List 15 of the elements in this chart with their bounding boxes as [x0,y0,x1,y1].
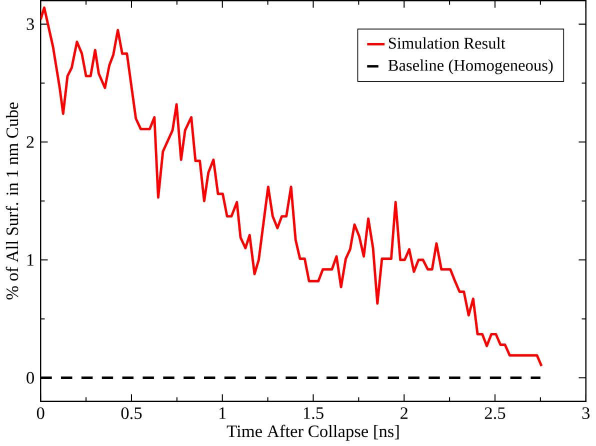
x-tick-label: 0.5 [121,407,142,419]
y-tick-label: 3 [26,18,34,30]
x-tick-label: 1 [220,407,226,419]
x-tick-label: 0 [36,407,44,419]
y-tick-label: 2 [26,136,34,148]
x-tick-label: 2.5 [484,407,506,419]
y-axis-title: % of All Surf. in 1 nm Cube [6,102,18,300]
x-axis-title: Time After Collapse [ns] [226,424,399,440]
x-tick-label: 2 [400,407,408,419]
y-tick-label: 0 [26,372,34,384]
x-tick-label: 3 [582,407,590,419]
y-tick-label: 1 [27,254,34,266]
legend-label: Simulation Result [388,37,506,48]
legend-label: Baseline (Homogeneous) [388,59,553,74]
x-tick-label: 1.5 [304,407,324,419]
